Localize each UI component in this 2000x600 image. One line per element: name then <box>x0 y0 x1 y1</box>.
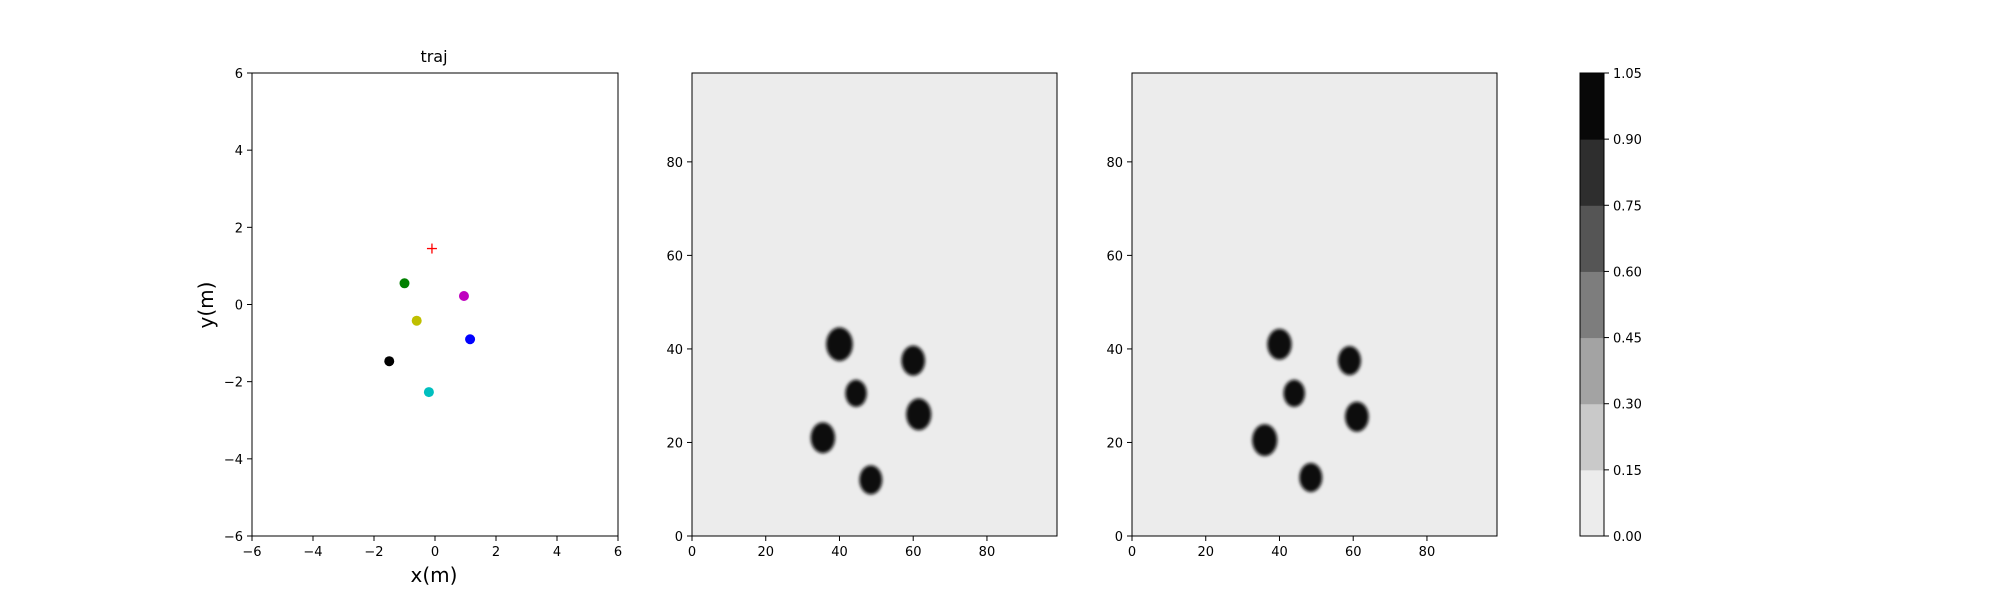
heatmap-1-frame <box>691 72 1058 537</box>
heatmap-1-x-ticks: 0 20 40 60 80 <box>688 536 995 560</box>
heatmap-1-y-tick-label: 80 <box>666 156 683 171</box>
heatmap-2-blob <box>1283 379 1305 407</box>
traj-point <box>423 387 434 398</box>
heatmap-1-x-tick-label: 20 <box>757 545 774 560</box>
heatmap-1-blobs <box>810 327 932 495</box>
heatmap-2-y-tick-label: 40 <box>1106 343 1123 358</box>
traj-goal-marker <box>426 243 437 254</box>
heatmap-1-y-tick-label: 40 <box>666 343 683 358</box>
traj-point <box>384 356 395 367</box>
traj-x-tick-label: 0 <box>431 545 439 560</box>
traj-y-axis-label: y(m) <box>194 282 218 329</box>
traj-y-tick-label: −4 <box>224 453 243 468</box>
heatmap-2-frame <box>1131 72 1498 537</box>
colorbar-tick-label: 0.45 <box>1613 332 1642 347</box>
traj-panel: traj −6 −4 −2 0 2 4 6 −6 −4 −2 0 2 4 6 x(m) y(m) <box>194 47 622 587</box>
heatmap-2-x-tick-label: 40 <box>1271 545 1288 560</box>
traj-y-tick-label: 6 <box>235 67 243 82</box>
heatmap-2-x-tick-label: 80 <box>1419 545 1436 560</box>
heatmap-2-blob <box>1252 424 1278 457</box>
heatmap-2-y-tick-label: 20 <box>1106 436 1123 451</box>
heatmap-2-x-tick-label: 60 <box>1345 545 1362 560</box>
colorbar-band <box>1580 403 1604 471</box>
heatmap-1-y-tick-label: 20 <box>666 436 683 451</box>
heatmap-1-background <box>692 73 1057 536</box>
traj-x-tick-label: −2 <box>364 545 383 560</box>
heatmap-1-blob <box>859 465 883 495</box>
colorbar-band <box>1580 271 1604 339</box>
traj-point <box>411 315 422 326</box>
heatmap-2-x-tick-label: 0 <box>1128 545 1136 560</box>
heatmap-1-blob <box>906 398 932 431</box>
heatmap-1-blob <box>845 379 867 407</box>
traj-x-tick-label: −6 <box>242 545 261 560</box>
colorbar-band <box>1580 337 1604 405</box>
heatmap-1-y-ticks: 0 20 40 60 80 <box>666 156 692 545</box>
colorbar-band <box>1580 205 1604 272</box>
traj-x-tick-label: −4 <box>303 545 322 560</box>
heatmap-2-background <box>1132 73 1497 536</box>
colorbar-tick-label: 1.05 <box>1613 67 1642 82</box>
traj-point <box>458 291 469 302</box>
colorbar-bands <box>1580 73 1604 537</box>
heatmap-2-y-tick-label: 80 <box>1106 156 1123 171</box>
colorbar-band <box>1580 73 1604 140</box>
heatmap-1-x-tick-label: 60 <box>905 545 922 560</box>
traj-x-tick-label: 2 <box>492 545 500 560</box>
traj-title: traj <box>420 47 447 66</box>
heatmap-2-y-tick-label: 0 <box>1115 530 1123 545</box>
heatmap-2-y-ticks: 0 20 40 60 80 <box>1106 156 1132 545</box>
heatmap-1-y-tick-label: 60 <box>666 249 683 264</box>
traj-points <box>384 243 476 398</box>
traj-y-tick-label: −6 <box>224 530 243 545</box>
heatmap-1-blob <box>826 327 853 362</box>
heatmap-2-blob <box>1267 328 1292 360</box>
colorbar-tick-label: 0.75 <box>1613 199 1642 214</box>
heatmap-1-y-tick-label: 0 <box>675 530 683 545</box>
traj-y-tick-label: 2 <box>235 221 243 236</box>
traj-x-axis-label: x(m) <box>411 563 458 587</box>
colorbar-tick-label: 0.15 <box>1613 464 1642 479</box>
traj-y-ticks: −6 −4 −2 0 2 4 6 <box>224 67 252 545</box>
colorbar-tick-label: 0.90 <box>1613 133 1642 148</box>
traj-x-tick-label: 6 <box>614 545 622 560</box>
traj-y-tick-label: 0 <box>235 299 243 314</box>
heatmap-1-blob <box>810 422 836 454</box>
heatmap-1-x-tick-label: 80 <box>979 545 996 560</box>
colorbar: 0.00 0.15 0.30 0.45 0.60 0.75 0.90 1.05 <box>1579 67 1642 545</box>
colorbar-frame <box>1579 72 1605 537</box>
colorbar-ticks: 0.00 0.15 0.30 0.45 0.60 0.75 0.90 1.05 <box>1604 67 1642 545</box>
heatmap-2-blob <box>1345 401 1369 432</box>
traj-point <box>465 334 476 345</box>
colorbar-band <box>1580 469 1604 537</box>
heatmap-2-x-tick-label: 20 <box>1197 545 1214 560</box>
traj-y-tick-label: −2 <box>224 376 243 391</box>
heatmap-2-y-tick-label: 60 <box>1106 249 1123 264</box>
colorbar-tick-label: 0.60 <box>1613 265 1642 280</box>
colorbar-band <box>1580 139 1604 206</box>
heatmap-2-blob <box>1299 463 1323 493</box>
heatmap-2-blob <box>1338 346 1361 376</box>
heatmap-1-x-tick-label: 0 <box>688 545 696 560</box>
colorbar-tick-label: 0.00 <box>1613 530 1642 545</box>
heatmap-panel-1: 0 20 40 60 80 0 20 40 60 80 <box>666 72 1058 560</box>
traj-y-tick-label: 4 <box>235 144 243 159</box>
heatmap-2-blobs <box>1252 328 1369 493</box>
traj-point <box>399 278 410 289</box>
traj-x-ticks: −6 −4 −2 0 2 4 6 <box>242 536 622 560</box>
heatmap-1-blob <box>901 345 926 376</box>
heatmap-2-x-ticks: 0 20 40 60 80 <box>1128 536 1435 560</box>
heatmap-1-x-tick-label: 40 <box>831 545 848 560</box>
heatmap-panel-2: 0 20 40 60 80 0 20 40 60 80 <box>1106 72 1498 560</box>
traj-x-tick-label: 4 <box>553 545 561 560</box>
traj-axes-frame <box>251 72 619 537</box>
colorbar-tick-label: 0.30 <box>1613 398 1642 413</box>
